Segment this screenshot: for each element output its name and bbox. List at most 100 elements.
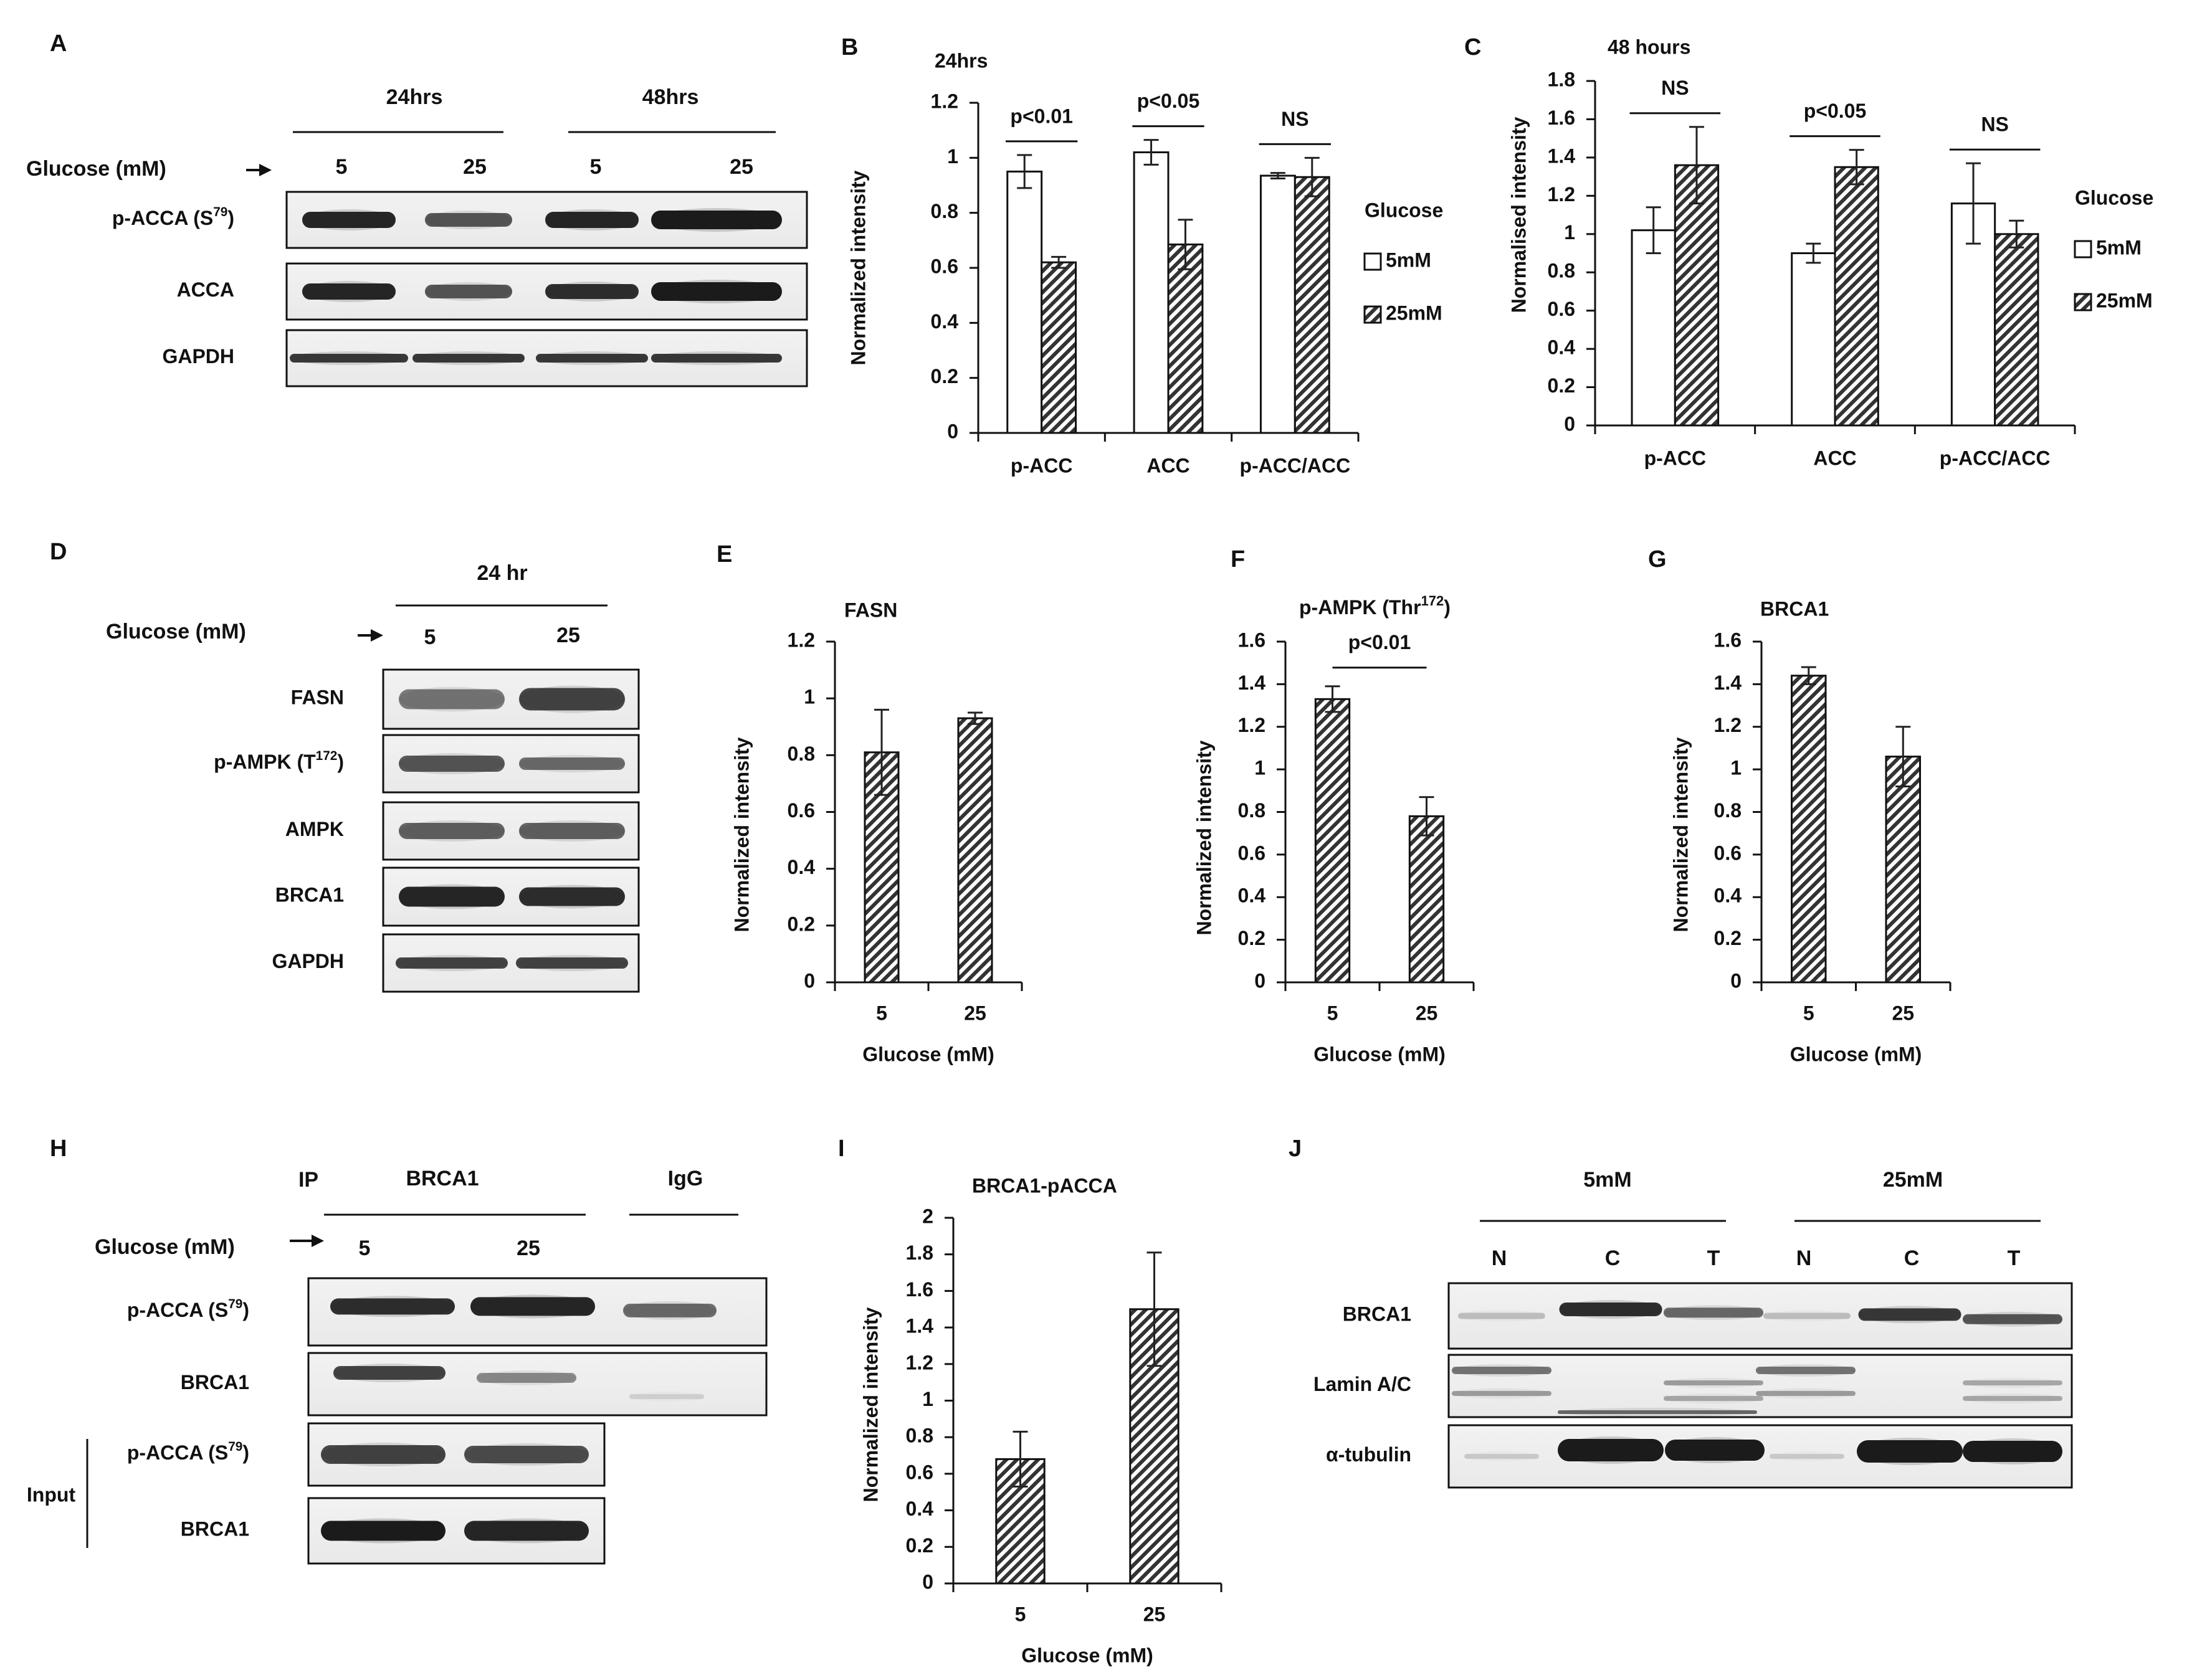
chart-f: Fp-AMPK (Thr172) Normalized intensity 0 0.2… — [1193, 546, 1475, 1065]
input-label: Input — [27, 1483, 76, 1506]
y-tick-label: 1.4 — [1238, 672, 1266, 694]
chart-b: B 24hrs Normalized intensity 0 0.2 0.4 0.6 0.8 1… — [841, 34, 1443, 477]
group-label: 25mM — [1883, 1168, 1943, 1192]
protein-band — [1963, 1314, 2062, 1324]
chart-c: C 48 hours Normalised intensity 0 0.2 0.4 0.6 0… — [1464, 34, 2153, 469]
blot-strip — [307, 1497, 606, 1565]
bar-25mm — [1994, 233, 2039, 427]
lane-label: C — [1904, 1246, 1920, 1270]
band-halo — [1452, 1388, 1551, 1398]
blot-label-text: p-ACCA (S — [112, 207, 213, 229]
lane-label: 5 — [359, 1236, 371, 1260]
x-tick-label: 25 — [1416, 1002, 1438, 1024]
y-tick-label: 0.4 — [1238, 885, 1266, 907]
y-tick-label: 0.2 — [1548, 374, 1575, 397]
blot-label-suffix: ) — [242, 1441, 249, 1464]
protein-band — [1458, 1312, 1545, 1319]
y-tick-label: 0.8 — [1548, 260, 1575, 282]
blot-label: p-ACCA (S79) — [112, 205, 234, 230]
protein-band — [412, 354, 525, 363]
lane-label: 5 — [336, 155, 348, 179]
y-tick-label: 1.4 — [1714, 672, 1742, 694]
x-tick-label: 5 — [1803, 1002, 1814, 1024]
blot-strip — [382, 933, 640, 993]
y-tick-label: 1.6 — [1714, 629, 1742, 651]
x-tick-label: 25 — [964, 1002, 986, 1024]
band-halo — [1464, 1451, 1539, 1461]
y-tick-label: 1.4 — [906, 1315, 934, 1337]
blot-strip — [382, 866, 640, 927]
protein-band — [1963, 1380, 2062, 1385]
y-axis-label: Normalized intensity — [859, 1307, 882, 1502]
y-tick-label: 0.6 — [931, 255, 958, 277]
blot-label-text: BRCA1 — [181, 1371, 249, 1393]
protein-band — [519, 688, 625, 711]
blot-label-text: p-ACCA (S — [127, 1299, 228, 1321]
panel-letter: D — [50, 539, 67, 565]
blot-label-suffix: ) — [242, 1299, 249, 1321]
bar — [1885, 756, 1922, 984]
lane-label: N — [1492, 1246, 1507, 1270]
protein-band — [536, 354, 648, 363]
protein-band — [1857, 1440, 1963, 1463]
igg-label: IgG — [668, 1167, 703, 1190]
x-tick-label: p-ACC — [1011, 454, 1073, 477]
protein-band — [302, 212, 396, 228]
y-axis-label: Normalized intensity — [1669, 737, 1692, 932]
protein-band — [1665, 1440, 1765, 1461]
blot-strip — [285, 262, 808, 321]
protein-band — [399, 689, 505, 709]
protein-band — [1858, 1308, 1961, 1321]
x-tick-label: 5 — [876, 1002, 887, 1024]
panel-letter: H — [50, 1136, 67, 1162]
protein-band — [396, 957, 508, 969]
protein-band — [464, 1446, 589, 1463]
y-tick-label: 0.6 — [906, 1461, 933, 1483]
blot-label: BRCA1 — [181, 1371, 249, 1393]
blot-strip — [382, 734, 640, 794]
y-axis-label: Normalized intensity — [730, 737, 753, 932]
blot-label: α-tubulin — [1326, 1443, 1411, 1466]
y-tick-label: 0.2 — [788, 913, 815, 935]
significance-label: NS — [1661, 77, 1689, 99]
legend-swatch — [2074, 293, 2092, 311]
blot-label-text: AMPK — [285, 818, 344, 840]
panel-d: D 24 hr Glucose (mM) 5 25 FASN p-AMPK (T172) AM… — [50, 539, 640, 993]
arrow-head-icon — [312, 1235, 324, 1247]
blot-frame — [1447, 1354, 2073, 1418]
protein-band — [425, 285, 512, 298]
significance-label: p<0.01 — [1348, 631, 1411, 653]
x-tick-label: ACC — [1813, 447, 1856, 469]
x-tick-label: 5 — [1327, 1002, 1338, 1024]
blot-frame — [307, 1352, 768, 1417]
legend-swatch — [1363, 252, 1382, 271]
band-halo — [1963, 1393, 2062, 1403]
blot-strip — [307, 1352, 768, 1417]
significance-label: p<0.05 — [1804, 100, 1867, 122]
glucose-label: Glucose (mM) — [106, 620, 246, 643]
y-tick-label: 0.8 — [1714, 799, 1742, 822]
panel-letter: G — [1648, 546, 1667, 572]
legend-swatch — [1363, 305, 1382, 324]
protein-band — [623, 1303, 717, 1317]
y-tick-label: 0 — [947, 420, 958, 442]
blot-label-suffix: ) — [227, 207, 234, 229]
panel-letter: B — [841, 34, 858, 60]
blot-label-suffix: ) — [337, 751, 344, 773]
chart-title-part: p-AMPK (Thr — [1299, 596, 1421, 619]
y-tick-label: 1 — [1730, 757, 1742, 779]
blot-strip — [1447, 1354, 2073, 1418]
x-tick-label: 25 — [1892, 1002, 1914, 1024]
protein-band — [399, 886, 505, 907]
y-tick-label: 0.6 — [1548, 298, 1575, 320]
band-halo — [1770, 1451, 1844, 1461]
protein-band — [1464, 1454, 1539, 1459]
y-tick-label: 1 — [1254, 757, 1265, 779]
panel-j: J 5mM 25mM N C T N C T BRCA1 Lamin A/C α-tubulin — [1289, 1136, 2073, 1489]
blot-label-text: p-AMPK (T — [214, 751, 316, 773]
blot-label-superscript: 79 — [228, 1440, 242, 1454]
chart-g: G BRCA1 Normalized intensity 0 0.2 0.4 0.6 0.8 1… — [1648, 546, 1952, 1065]
blot-label-text: α-tubulin — [1326, 1443, 1411, 1466]
y-tick-label: 0.4 — [931, 310, 959, 333]
